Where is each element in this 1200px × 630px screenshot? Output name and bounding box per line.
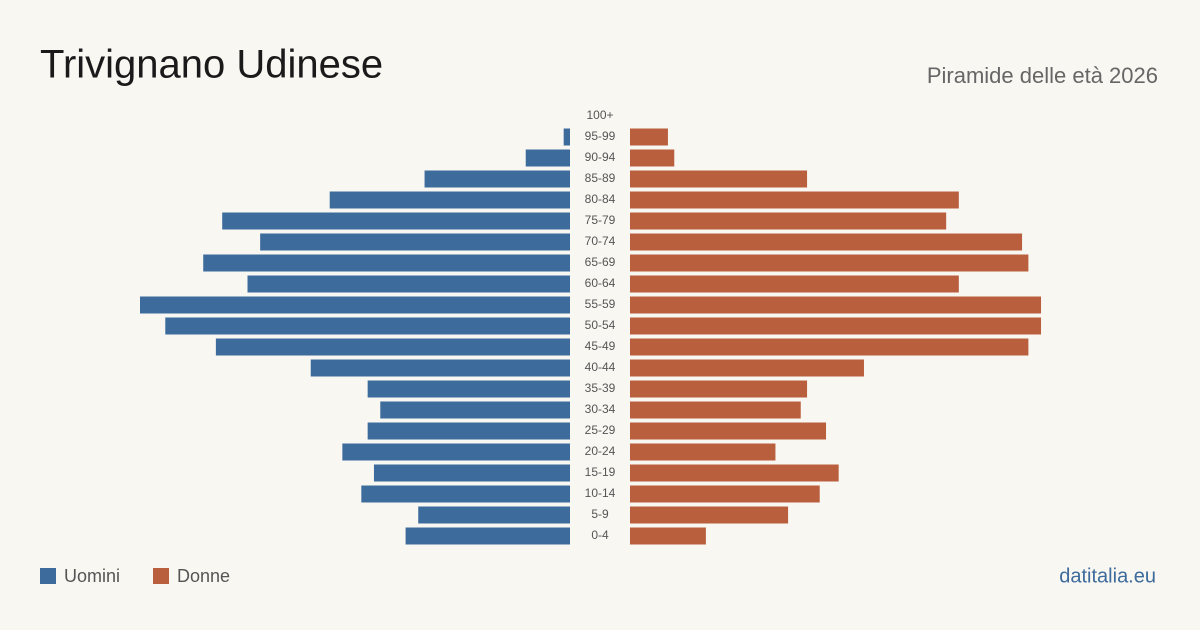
category-label: 95-99	[585, 129, 616, 143]
bar	[215, 338, 570, 356]
category-label: 10-14	[585, 486, 616, 500]
bar	[630, 506, 789, 524]
bar	[630, 422, 827, 440]
category-label: 65-69	[585, 255, 616, 269]
bar	[630, 464, 839, 482]
bar	[405, 527, 570, 545]
category-label: 90-94	[585, 150, 616, 164]
bar	[630, 191, 959, 209]
bar	[260, 233, 570, 251]
bar	[140, 296, 570, 314]
bar	[630, 212, 947, 230]
category-label: 40-44	[585, 360, 616, 374]
category-label: 45-49	[585, 339, 616, 353]
category-label: 30-34	[585, 402, 616, 416]
bar	[630, 254, 1029, 272]
category-label: 20-24	[585, 444, 616, 458]
bar	[424, 170, 570, 188]
bar	[630, 149, 675, 167]
bar	[630, 359, 864, 377]
category-label: 5-9	[591, 507, 609, 521]
bar	[630, 275, 959, 293]
bar	[203, 254, 570, 272]
bar	[630, 338, 1029, 356]
bar	[630, 443, 776, 461]
bar	[367, 380, 570, 398]
category-label: 0-4	[591, 528, 609, 542]
category-label: 60-64	[585, 276, 616, 290]
bar	[630, 170, 808, 188]
legend-swatch	[40, 568, 56, 584]
bar	[630, 527, 706, 545]
chart-subtitle: Piramide delle età 2026	[927, 63, 1158, 88]
bar	[630, 296, 1042, 314]
chart-title: Trivignano Udinese	[40, 43, 383, 87]
bar	[367, 422, 570, 440]
bar	[630, 128, 668, 146]
category-label: 85-89	[585, 171, 616, 185]
bar	[630, 380, 808, 398]
bar	[222, 212, 571, 230]
category-label: 70-74	[585, 234, 616, 248]
category-label: 35-39	[585, 381, 616, 395]
bar	[630, 317, 1042, 335]
category-label: 50-54	[585, 318, 616, 332]
bar	[373, 464, 570, 482]
bar	[165, 317, 570, 335]
category-label: 75-79	[585, 213, 616, 227]
category-label: 25-29	[585, 423, 616, 437]
bar	[630, 485, 820, 503]
bar	[361, 485, 570, 503]
bar	[630, 401, 801, 419]
bar	[310, 359, 570, 377]
bar	[380, 401, 570, 419]
source[interactable]: datitalia.eu	[1059, 565, 1156, 587]
category-label: 80-84	[585, 192, 616, 206]
legend-swatch	[153, 568, 169, 584]
bar	[563, 128, 570, 146]
legend-label: Donne	[177, 566, 230, 586]
bar	[418, 506, 570, 524]
bar	[247, 275, 570, 293]
category-label: 100+	[586, 108, 613, 122]
legend-label: Uomini	[64, 566, 120, 586]
bar	[630, 233, 1023, 251]
bar	[525, 149, 570, 167]
bar	[342, 443, 570, 461]
category-label: 15-19	[585, 465, 616, 479]
bar	[329, 191, 570, 209]
category-label: 55-59	[585, 297, 616, 311]
